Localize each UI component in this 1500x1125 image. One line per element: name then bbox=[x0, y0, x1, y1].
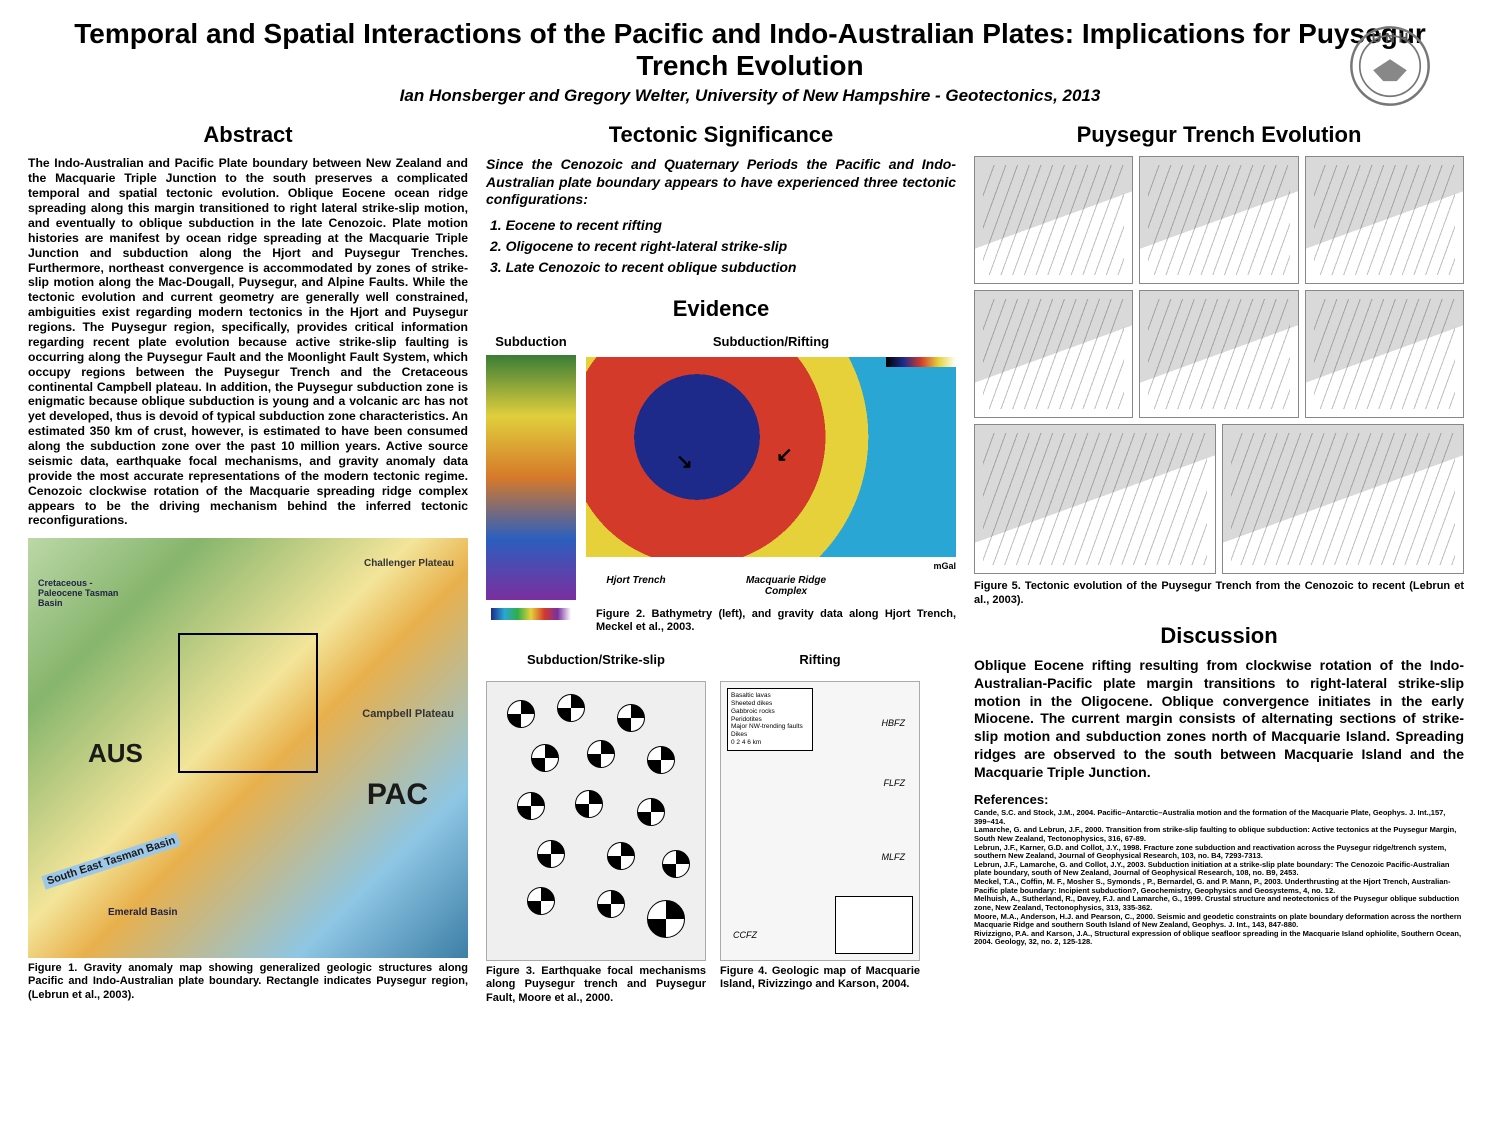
evidence-label-substrike: Subduction/Strike-slip bbox=[486, 652, 706, 667]
evo-panel bbox=[1305, 290, 1464, 418]
gravity-unit: mGal bbox=[933, 561, 956, 571]
figure-4-legend: Basaltic lavasSheeted dikes Gabbroic roc… bbox=[727, 688, 813, 751]
figure-3-caption: Figure 3. Earthquake focal mechanisms al… bbox=[486, 965, 706, 1005]
tectonic-heading: Tectonic Significance bbox=[486, 122, 956, 148]
label-hjort: Hjort Trench bbox=[586, 575, 686, 597]
gravity-colorbar bbox=[886, 357, 956, 367]
figure-5-row3 bbox=[974, 424, 1464, 574]
figure-2-caption: Figure 2. Bathymetry (left), and gravity… bbox=[596, 608, 956, 634]
zone-flfz: FLFZ bbox=[884, 778, 906, 788]
figure-5-caption: Figure 5. Tectonic evolution of the Puys… bbox=[974, 580, 1464, 606]
map-label-setb: South East Tasman Basin bbox=[41, 833, 181, 890]
evidence-label-subrifting: Subduction/Rifting bbox=[586, 334, 956, 349]
evidence-row-1: ↘ ↙ mGal Hjort Trench Macquarie Ridge Co… bbox=[486, 355, 956, 600]
unh-logo: U N H bbox=[1348, 24, 1432, 108]
figure-4-caption: Figure 4. Geologic map of Macquarie Isla… bbox=[720, 965, 920, 991]
page-title: Temporal and Spatial Interactions of the… bbox=[28, 18, 1472, 82]
evidence-label-subduction: Subduction bbox=[486, 334, 576, 349]
figure-2-gravity: ↘ ↙ mGal bbox=[586, 357, 956, 557]
map-label-campbell: Campbell Plateau bbox=[362, 708, 454, 720]
tectonic-item-2: 2. Oligocene to recent right-lateral str… bbox=[490, 236, 956, 257]
evo-panel bbox=[1222, 424, 1464, 574]
figure-1-caption: Figure 1. Gravity anomaly map showing ge… bbox=[28, 962, 468, 1002]
evo-panel bbox=[1139, 290, 1298, 418]
evo-panel bbox=[1139, 156, 1298, 284]
references-heading: References: bbox=[974, 792, 1464, 807]
figure-4-geologic-map: Basaltic lavasSheeted dikes Gabbroic roc… bbox=[720, 681, 920, 961]
figure-2-bathymetry bbox=[486, 355, 576, 600]
map-label-challenger: Challenger Plateau bbox=[364, 558, 454, 569]
references-list: Cande, S.C. and Stock, J.M., 2004. Pacif… bbox=[974, 809, 1464, 947]
evo-panel bbox=[1305, 156, 1464, 284]
reference-item: Lebrun, J.F., Karner, G.D. and Collot, J… bbox=[974, 844, 1464, 861]
svg-text:U N H: U N H bbox=[1372, 30, 1409, 45]
zone-hbfz: HBFZ bbox=[882, 718, 906, 728]
evo-panel bbox=[974, 424, 1216, 574]
right-column: Puysegur Trench Evolution Figure 5. Tect… bbox=[974, 116, 1464, 1004]
figure-4-inset bbox=[835, 896, 913, 954]
arrow-icon: ↙ bbox=[776, 442, 793, 467]
map-label-pac: PAC bbox=[367, 778, 428, 812]
content-columns: Abstract The Indo-Australian and Pacific… bbox=[28, 116, 1472, 1004]
evidence-label-rifting: Rifting bbox=[720, 652, 920, 667]
evo-panel bbox=[974, 290, 1133, 418]
tectonic-intro: Since the Cenozoic and Quaternary Period… bbox=[486, 156, 956, 209]
tectonic-list: 1. Eocene to recent rifting 2. Oligocene… bbox=[486, 215, 956, 278]
map-label-emerald: Emerald Basin bbox=[108, 907, 177, 918]
reference-item: Cande, S.C. and Stock, J.M., 2004. Pacif… bbox=[974, 809, 1464, 826]
authors-line: Ian Honsberger and Gregory Welter, Unive… bbox=[28, 86, 1472, 106]
title-block: Temporal and Spatial Interactions of the… bbox=[28, 18, 1472, 106]
middle-column: Tectonic Significance Since the Cenozoic… bbox=[486, 116, 956, 1004]
figure-3-focal-mechanisms bbox=[486, 681, 706, 961]
figure-5-row1 bbox=[974, 156, 1464, 284]
abstract-heading: Abstract bbox=[28, 122, 468, 148]
zone-mlfz: MLFZ bbox=[882, 852, 906, 862]
reference-item: Rivizzigno, P.A. and Karson, J.A., Struc… bbox=[974, 930, 1464, 947]
left-column: Abstract The Indo-Australian and Pacific… bbox=[28, 116, 468, 1004]
abstract-body: The Indo-Australian and Pacific Plate bo… bbox=[28, 156, 468, 528]
reference-item: Moore, M.A., Anderson, H.J. and Pearson,… bbox=[974, 913, 1464, 930]
evo-panel bbox=[974, 156, 1133, 284]
figure-5-row2 bbox=[974, 290, 1464, 418]
discussion-heading: Discussion bbox=[974, 623, 1464, 649]
evolution-heading: Puysegur Trench Evolution bbox=[974, 122, 1464, 148]
tectonic-item-3: 3. Late Cenozoic to recent oblique subdu… bbox=[490, 257, 956, 278]
figure-1-map: AUS PAC South East Tasman Basin Challeng… bbox=[28, 538, 468, 958]
map-puysegur-rect bbox=[178, 633, 318, 773]
label-macquarie: Macquarie Ridge Complex bbox=[726, 575, 846, 597]
discussion-body: Oblique Eocene rifting resulting from cl… bbox=[974, 657, 1464, 782]
reference-item: Lamarche, G. and Lebrun, J.F., 2000. Tra… bbox=[974, 826, 1464, 843]
evidence-row-2: Figure 3. Earthquake focal mechanisms al… bbox=[486, 681, 956, 1005]
tectonic-item-1: 1. Eocene to recent rifting bbox=[490, 215, 956, 236]
zone-ccfz: CCFZ bbox=[733, 930, 757, 940]
evidence-heading: Evidence bbox=[486, 296, 956, 322]
reference-item: Meckel, T.A., Coffin, M. F., Mosher S., … bbox=[974, 878, 1464, 895]
map-label-tasman: Cretaceous - Paleocene Tasman Basin bbox=[38, 578, 128, 608]
reference-item: Melhuish, A., Sutherland, R., Davey, F.J… bbox=[974, 895, 1464, 912]
map-label-aus: AUS bbox=[88, 738, 143, 769]
arrow-icon: ↘ bbox=[676, 449, 693, 474]
bathy-colorbar bbox=[491, 608, 571, 620]
reference-item: Lebrun, J.F., Lamarche, G. and Collot, J… bbox=[974, 861, 1464, 878]
